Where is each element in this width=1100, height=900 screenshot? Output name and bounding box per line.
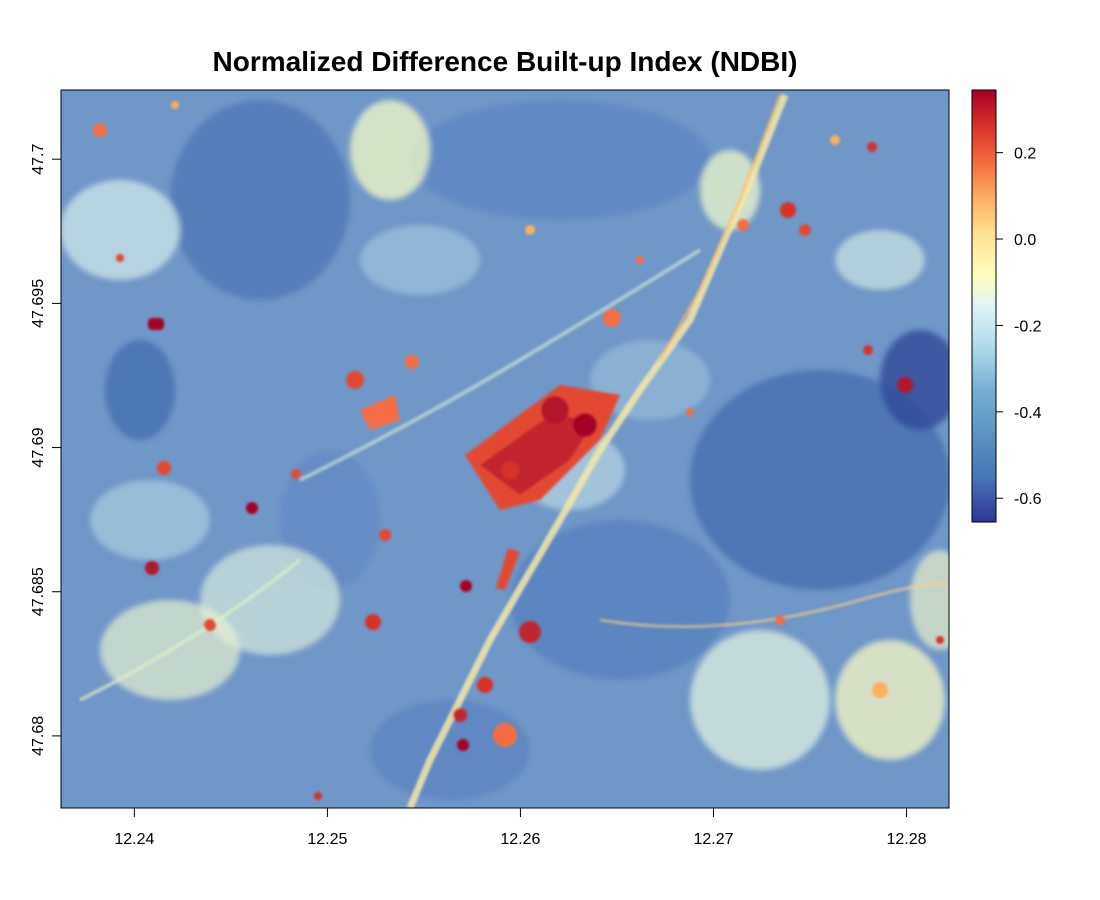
legend-tick-label: -0.2 — [1014, 318, 1042, 335]
x-tick-label: 12.28 — [887, 831, 927, 848]
ndbi-raster — [61, 90, 949, 808]
y-tick-label: 47.695 — [30, 279, 47, 328]
x-tick-label: 12.25 — [307, 831, 347, 848]
x-axis: 12.24 12.25 12.26 12.27 12.28 — [114, 808, 927, 848]
y-tick-label: 47.68 — [30, 716, 47, 756]
legend-tick-label: 0.2 — [1014, 146, 1036, 163]
map-frame — [60, 89, 950, 809]
legend-tick-label: 0.0 — [1014, 232, 1036, 249]
x-tick-label: 12.26 — [500, 831, 540, 848]
x-tick-label: 12.27 — [693, 831, 733, 848]
y-tick-label: 47.7 — [30, 144, 47, 175]
y-axis: 47.7 47.695 47.69 47.685 47.68 — [30, 144, 61, 756]
legend-tick-label: -0.4 — [1014, 405, 1042, 422]
legend-tick-label: -0.6 — [1014, 491, 1042, 508]
map-title: Normalized Difference Built-up Index (ND… — [212, 46, 798, 77]
x-tick-label: 12.24 — [114, 831, 154, 848]
legend-colorbar: 0.2 0.0 -0.2 -0.4 -0.6 — [971, 89, 1042, 523]
y-tick-label: 47.685 — [30, 567, 47, 616]
legend-ticks: 0.2 0.0 -0.2 -0.4 -0.6 — [996, 146, 1042, 508]
y-tick-label: 47.69 — [30, 427, 47, 467]
